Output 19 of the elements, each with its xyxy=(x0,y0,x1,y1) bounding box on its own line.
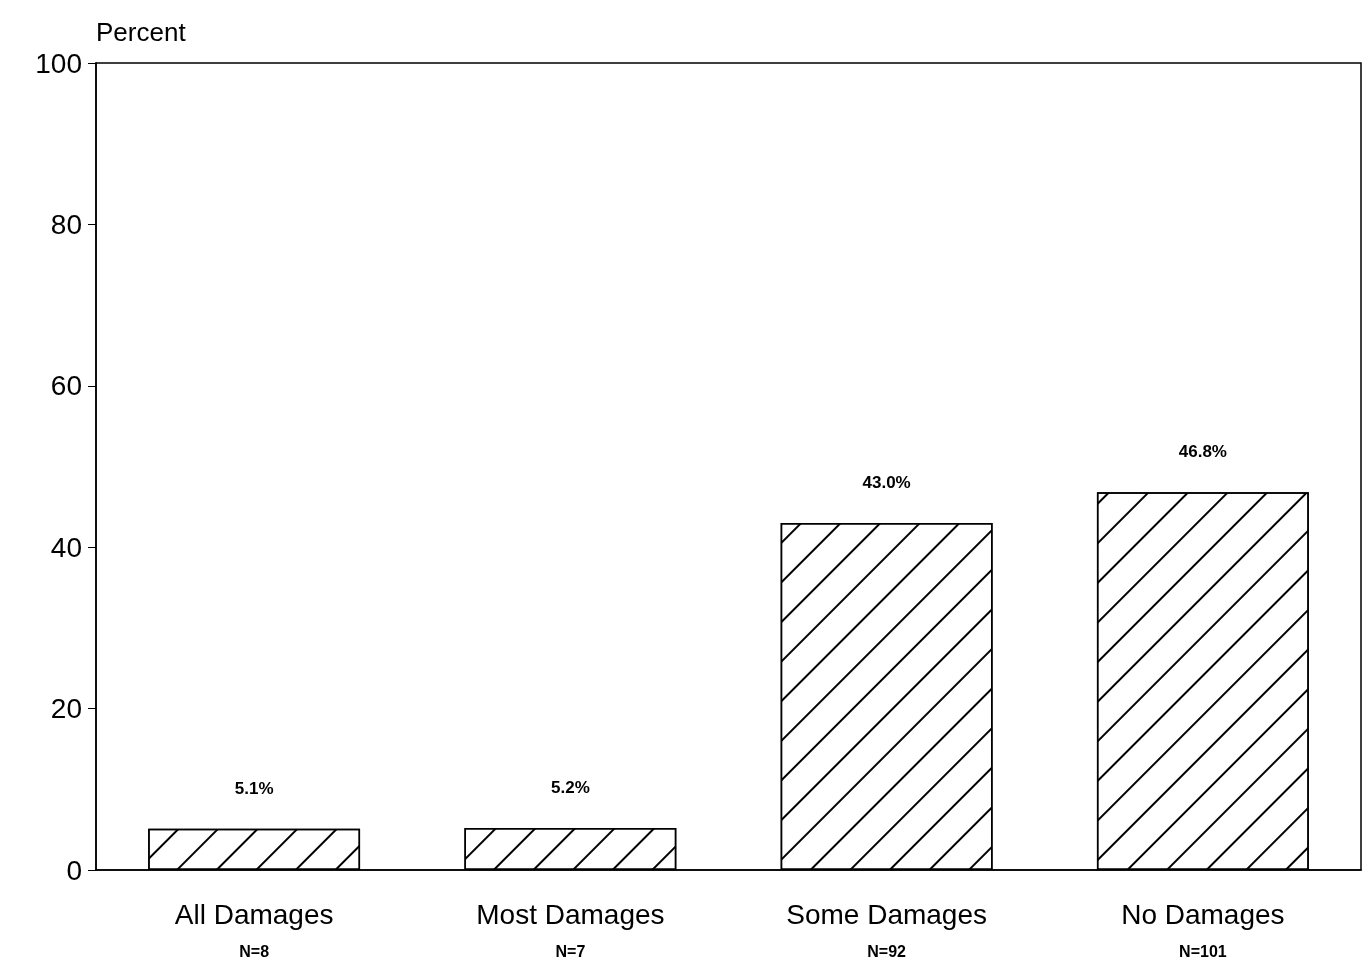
text: N=92 xyxy=(867,942,907,960)
x-tick-label: Most Damages xyxy=(476,898,665,930)
y-tick-label: 60 xyxy=(50,370,82,402)
x-tick-label: All Damages xyxy=(174,898,334,930)
y-tick-label: 0 xyxy=(66,854,82,886)
y-tick-label: 100 xyxy=(35,47,82,79)
data-label: 43.0% xyxy=(862,472,911,492)
text: N=7 xyxy=(555,942,586,960)
x-tick-label: No Damages xyxy=(1121,898,1285,930)
data-label: 5.1% xyxy=(234,778,274,798)
y-tick-label: 20 xyxy=(50,693,82,725)
y-tick-label: 40 xyxy=(50,531,82,563)
y-axis-title: Percent xyxy=(96,17,187,47)
data-label: 5.2% xyxy=(551,778,590,798)
text: N=101 xyxy=(1179,942,1227,960)
x-tick-label: Some Damages xyxy=(786,898,988,930)
text: N=8 xyxy=(239,942,270,960)
y-tick-label: 80 xyxy=(50,208,82,240)
data-label: 46.8% xyxy=(1178,442,1227,462)
